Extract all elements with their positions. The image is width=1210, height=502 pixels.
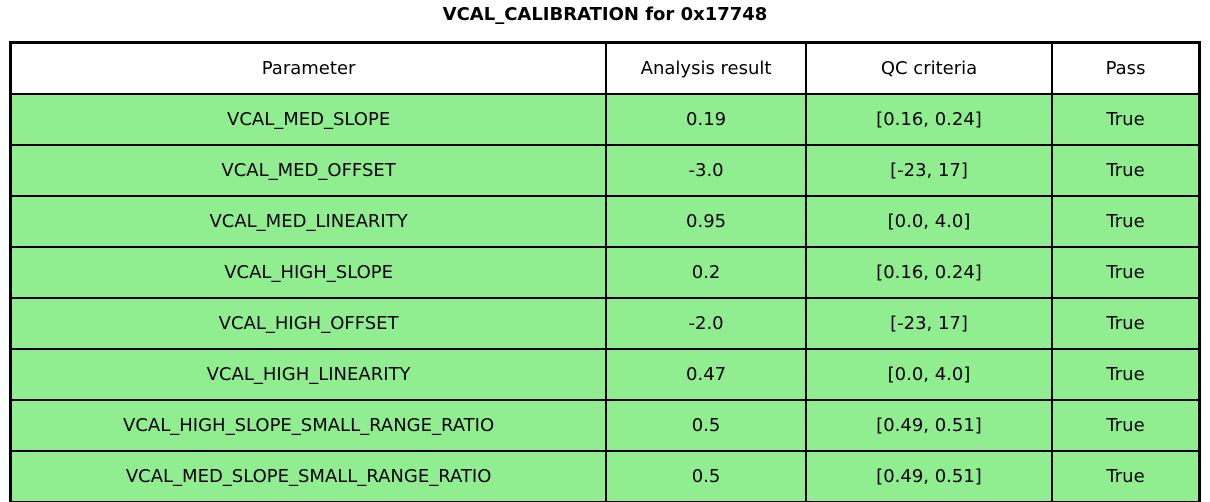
qc-criteria-cell: [0.16, 0.24] — [804, 93, 1054, 146]
qc-criteria-cell: [0.49, 0.51] — [804, 399, 1054, 452]
qc-criteria-table: Parameter Analysis result QC criteria Pa… — [9, 41, 1201, 502]
pass-cell: True — [1051, 93, 1201, 146]
analysis-result-cell: 0.19 — [605, 93, 807, 146]
pass-cell: True — [1051, 450, 1201, 502]
qc-criteria-cell: [0.49, 0.51] — [804, 450, 1054, 502]
qc-criteria-cell: [-23, 17] — [804, 144, 1054, 197]
pass-cell: True — [1051, 348, 1201, 401]
table-row: VCAL_MED_LINEARITY 0.95 [0.0, 4.0] True — [9, 195, 1201, 248]
column-header-analysis-result: Analysis result — [605, 41, 807, 95]
pass-cell: True — [1051, 195, 1201, 248]
analysis-result-cell: -2.0 — [605, 297, 807, 350]
parameter-cell: VCAL_MED_OFFSET — [9, 144, 608, 197]
parameter-cell: VCAL_MED_LINEARITY — [9, 195, 608, 248]
column-header-parameter: Parameter — [9, 41, 608, 95]
table-row: VCAL_HIGH_OFFSET -2.0 [-23, 17] True — [9, 297, 1201, 350]
table-row: VCAL_MED_SLOPE_SMALL_RANGE_RATIO 0.5 [0.49… — [9, 450, 1201, 502]
parameter-cell: VCAL_HIGH_SLOPE — [9, 246, 608, 299]
column-header-pass: Pass — [1051, 41, 1201, 95]
table-row: VCAL_HIGH_LINEARITY 0.47 [0.0, 4.0] True — [9, 348, 1201, 401]
qc-criteria-cell: [0.16, 0.24] — [804, 246, 1054, 299]
parameter-cell: VCAL_MED_SLOPE_SMALL_RANGE_RATIO — [9, 450, 608, 502]
pass-cell: True — [1051, 144, 1201, 197]
table-body: VCAL_MED_SLOPE 0.19 [0.16, 0.24] True VCAL_M… — [9, 93, 1201, 502]
analysis-result-cell: 0.2 — [605, 246, 807, 299]
column-header-qc-criteria: QC criteria — [804, 41, 1054, 95]
parameter-cell: VCAL_HIGH_SLOPE_SMALL_RANGE_RATIO — [9, 399, 608, 452]
parameter-cell: VCAL_MED_SLOPE — [9, 93, 608, 146]
analysis-result-cell: 0.5 — [605, 399, 807, 452]
header-row: Parameter Analysis result QC criteria Pa… — [9, 41, 1201, 95]
table-row: VCAL_MED_OFFSET -3.0 [-23, 17] True — [9, 144, 1201, 197]
table-row: VCAL_HIGH_SLOPE_SMALL_RANGE_RATIO 0.5 [0.4… — [9, 399, 1201, 452]
qc-criteria-cell: [0.0, 4.0] — [804, 348, 1054, 401]
qc-criteria-cell: [-23, 17] — [804, 297, 1054, 350]
pass-cell: True — [1051, 246, 1201, 299]
table-header: Parameter Analysis result QC criteria Pa… — [9, 41, 1201, 95]
pass-cell: True — [1051, 297, 1201, 350]
parameter-cell: VCAL_HIGH_OFFSET — [9, 297, 608, 350]
analysis-result-cell: 0.95 — [605, 195, 807, 248]
analysis-result-cell: -3.0 — [605, 144, 807, 197]
pass-cell: True — [1051, 399, 1201, 452]
page-title: VCAL_CALIBRATION for 0x17748 — [442, 4, 768, 25]
parameter-cell: VCAL_HIGH_LINEARITY — [9, 348, 608, 401]
qc-criteria-cell: [0.0, 4.0] — [804, 195, 1054, 248]
analysis-result-cell: 0.47 — [605, 348, 807, 401]
table-row: VCAL_MED_SLOPE 0.19 [0.16, 0.24] True — [9, 93, 1201, 146]
analysis-result-cell: 0.5 — [605, 450, 807, 502]
table-row: VCAL_HIGH_SLOPE 0.2 [0.16, 0.24] True — [9, 246, 1201, 299]
